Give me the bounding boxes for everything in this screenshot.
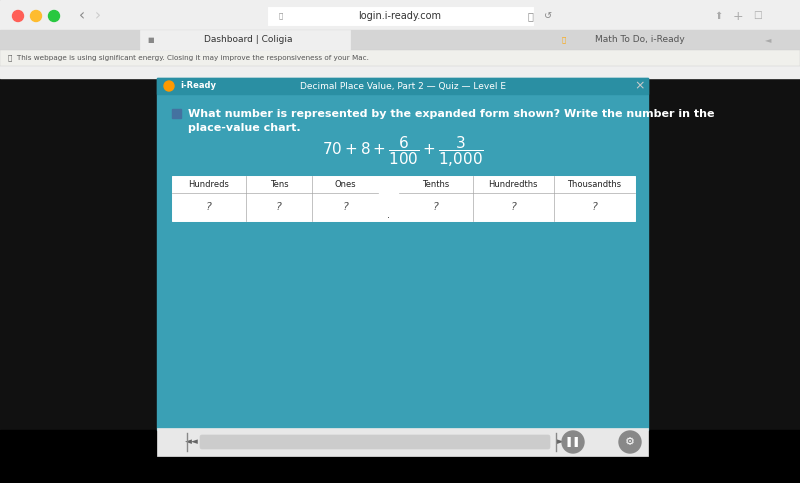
Text: Dashboard | Coligia: Dashboard | Coligia [204, 35, 292, 44]
Text: ?: ? [591, 202, 598, 212]
Bar [557, 196, 632, 218]
Bar [0, 50, 800, 66]
Text: place-value chart.: place-value chart. [188, 123, 301, 133]
Text: ›: › [95, 9, 101, 24]
Bar [0, 78, 157, 430]
Text: ‹: ‹ [79, 9, 85, 24]
Text: ■: ■ [148, 37, 154, 43]
Text: Ones: Ones [334, 180, 356, 189]
Text: 🔒: 🔒 [279, 13, 283, 19]
Text: Math To Do, i-Ready: Math To Do, i-Ready [595, 35, 685, 44]
Text: What number is represented by the expanded form shown? Write the number in the: What number is represented by the expand… [188, 109, 714, 119]
Text: Decimal Place Value, Part 2 — Quiz — Level E: Decimal Place Value, Part 2 — Quiz — Lev… [299, 82, 506, 90]
Bar [175, 196, 242, 218]
Text: +: + [733, 10, 743, 23]
Bar [249, 196, 309, 218]
Bar [0, 430, 800, 483]
Text: ×: × [634, 80, 646, 93]
Text: ?: ? [342, 202, 348, 212]
Text: ?: ? [276, 202, 282, 212]
Bar [0, 50, 800, 66]
Bar [172, 109, 181, 118]
Text: Tenths: Tenths [422, 180, 450, 189]
Text: login.i-ready.com: login.i-ready.com [358, 11, 442, 21]
Text: ⓘ  This webpage is using significant energy. Closing it may improve the responsi: ⓘ This webpage is using significant ener… [8, 55, 369, 61]
Bar [157, 78, 648, 94]
Text: Hundreds: Hundreds [189, 180, 230, 189]
Bar [157, 78, 648, 430]
Text: Tens: Tens [270, 180, 288, 189]
Text: ☐: ☐ [754, 11, 762, 21]
Circle shape [30, 11, 42, 22]
Text: ◄◄: ◄◄ [185, 438, 199, 446]
Text: Thousandths: Thousandths [567, 180, 622, 189]
Bar [268, 7, 533, 25]
Text: ❚❚: ❚❚ [565, 437, 581, 447]
Circle shape [13, 11, 23, 22]
Text: 🟠: 🟠 [562, 37, 566, 43]
Bar [315, 196, 375, 218]
Circle shape [49, 11, 59, 22]
Bar [0, 0, 800, 78]
Circle shape [619, 431, 641, 453]
Text: $70 + 8 + \dfrac{6}{100} + \dfrac{3}{1{,}000}$: $70 + 8 + \dfrac{6}{100} + \dfrac{3}{1{,… [322, 135, 483, 170]
Text: Hundredths: Hundredths [489, 180, 538, 189]
Text: .: . [387, 210, 390, 220]
Bar [157, 428, 648, 456]
Text: ⬆: ⬆ [714, 11, 722, 21]
Text: 🔊: 🔊 [527, 11, 533, 21]
Text: ?: ? [510, 202, 516, 212]
Circle shape [562, 431, 584, 453]
Text: ◄: ◄ [765, 35, 771, 44]
Bar [402, 196, 470, 218]
Text: ⚙: ⚙ [625, 437, 635, 447]
Bar [172, 176, 635, 221]
Bar [140, 30, 350, 50]
Text: |: | [398, 8, 402, 18]
Bar [648, 78, 800, 430]
Text: i-Ready: i-Ready [180, 82, 216, 90]
Text: ?: ? [206, 202, 212, 212]
Text: ?: ? [433, 202, 439, 212]
Bar [476, 196, 551, 218]
Circle shape [164, 81, 174, 91]
Text: ↺: ↺ [544, 11, 552, 21]
Bar [0, 30, 800, 50]
FancyBboxPatch shape [200, 435, 550, 449]
Text: ►►: ►► [557, 438, 571, 446]
